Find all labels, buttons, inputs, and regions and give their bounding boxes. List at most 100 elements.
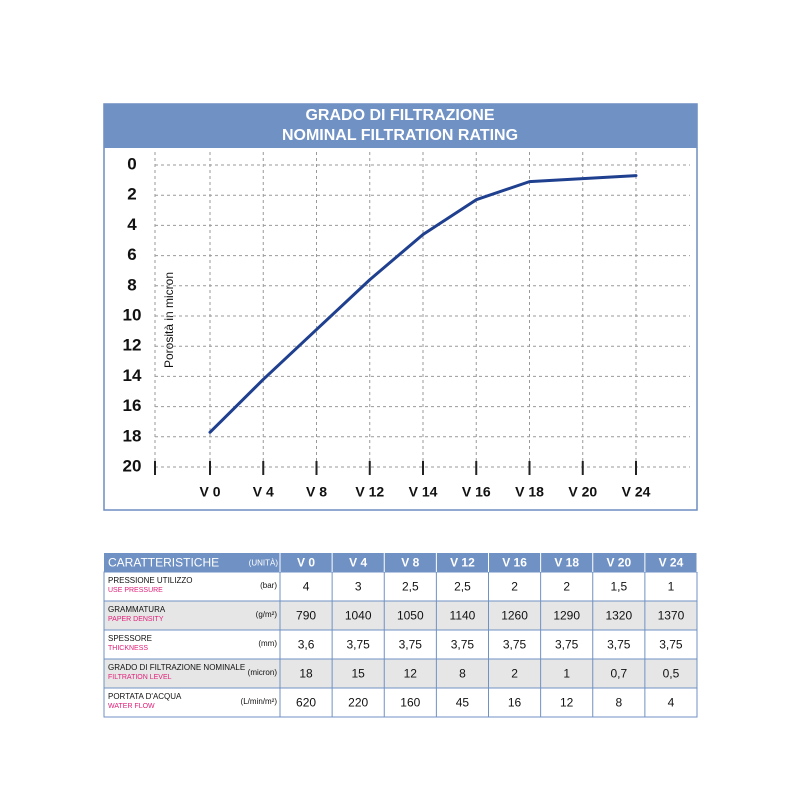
row-name: GRAMMATURA	[108, 605, 166, 614]
row-name: PORTATA D'ACQUA	[108, 692, 182, 701]
cell: 8	[459, 667, 466, 681]
row-unit: (g/m²)	[256, 610, 278, 619]
cell: 8	[615, 696, 622, 710]
cell: 18	[299, 667, 313, 681]
row-name: SPESSORE	[108, 634, 152, 643]
x-tick-label: V 14	[409, 484, 438, 500]
table-row-bg	[103, 571, 698, 602]
y-tick-label: 6	[127, 245, 136, 264]
cell: 2,5	[402, 580, 419, 594]
row-unit: (micron)	[248, 668, 278, 677]
y-tick-label: 10	[123, 305, 142, 324]
cell: 1	[563, 667, 570, 681]
table-row-bg	[103, 600, 698, 631]
chart-frame	[103, 103, 698, 511]
cell: 1140	[450, 609, 476, 623]
cell: 12	[560, 696, 574, 710]
x-tick-label: V 0	[199, 484, 220, 500]
cell: 2,5	[454, 580, 471, 594]
row-name: GRADO DI FILTRAZIONE NOMINALE	[108, 663, 245, 672]
cell: 3,75	[555, 638, 579, 652]
cell: 160	[400, 696, 420, 710]
cell: 2	[511, 667, 518, 681]
y-tick-label: 12	[123, 336, 142, 355]
cell: 1,5	[610, 580, 627, 594]
cell: 790	[296, 609, 316, 623]
row-unit: (bar)	[260, 581, 277, 590]
header-cell: V 18	[554, 556, 579, 570]
cell: 0,5	[663, 667, 680, 681]
cell: 2	[563, 580, 570, 594]
cell: 4	[303, 580, 310, 594]
header-cell: V 12	[450, 556, 475, 570]
cell: 3,75	[399, 638, 423, 652]
cell: 3,75	[503, 638, 527, 652]
cell: 15	[352, 667, 366, 681]
header-cell: V 20	[606, 556, 631, 570]
x-tick-label: V 20	[568, 484, 597, 500]
cell: 1050	[397, 609, 424, 623]
chart-subtitle: NOMINAL FILTRATION RATING	[282, 127, 518, 144]
cell: 1290	[553, 609, 580, 623]
cell: 1370	[658, 609, 685, 623]
x-tick-label: V 8	[306, 484, 327, 500]
chart-title: GRADO DI FILTRAZIONE	[305, 107, 494, 124]
cell: 3,75	[607, 638, 631, 652]
table-row-bg	[103, 658, 698, 689]
header-cell: V 24	[659, 556, 684, 570]
table-header-bg	[104, 553, 697, 572]
y-tick-label: 14	[123, 366, 142, 385]
row-name-en: USE PRESSURE	[108, 587, 163, 594]
table: CARATTERISTICHE (UNITÀ) V 0 V 4 V 8 V 12 V 16 V…	[103, 553, 698, 718]
x-tick-label: V 4	[253, 484, 274, 500]
cell: 16	[508, 696, 522, 710]
title-band	[104, 104, 697, 148]
cell: 3,75	[451, 638, 475, 652]
table-row-bg	[103, 687, 698, 718]
cell: 12	[404, 667, 418, 681]
header-cell: V 8	[401, 556, 419, 570]
x-tick-label: V 16	[462, 484, 491, 500]
header-cell: V 16	[502, 556, 527, 570]
header-cell: V 4	[349, 556, 367, 570]
cell: 3,75	[659, 638, 683, 652]
row-unit: (mm)	[258, 639, 277, 648]
cell: 1040	[345, 609, 372, 623]
y-tick-label: 16	[123, 396, 142, 415]
cell: 3,75	[347, 638, 371, 652]
y-tick-label: 4	[127, 215, 137, 234]
row-unit: (L/min/m²)	[241, 697, 278, 706]
row-name-en: THICKNESS	[108, 645, 148, 652]
row-name-en: WATER FLOW	[108, 703, 155, 710]
cell: 1320	[605, 609, 632, 623]
cell: 4	[668, 696, 675, 710]
cell: 45	[456, 696, 470, 710]
cell: 2	[511, 580, 518, 594]
row-name-en: FILTRATION LEVEL	[108, 674, 172, 681]
y-tick-label: 20	[123, 456, 142, 475]
plot: 0 2 4 6 8 10 12 14 16 18 20 V 0 V 4 V 8 V 12 V 14 V 16 V …	[123, 152, 690, 500]
header-cell: (UNITÀ)	[249, 559, 279, 568]
x-tick-label: V 18	[515, 484, 544, 500]
cell: 220	[348, 696, 368, 710]
table-row-bg	[103, 629, 698, 660]
cell: 0,7	[610, 667, 627, 681]
row-name: PRESSIONE UTILIZZO	[108, 576, 192, 585]
y-tick-label: 8	[127, 275, 136, 294]
cell: 3	[355, 580, 362, 594]
cell: 1	[668, 580, 675, 594]
y-tick-label: 0	[127, 154, 136, 173]
header-cell: CARATTERISTICHE	[108, 556, 219, 570]
cell: 620	[296, 696, 316, 710]
y-axis-label: Porosità in micron	[162, 272, 176, 368]
cell: 1260	[501, 609, 528, 623]
row-name-en: PAPER DENSITY	[108, 616, 164, 623]
y-tick-label: 2	[127, 185, 136, 204]
y-tick-label: 18	[123, 426, 142, 445]
header-cell: V 0	[297, 556, 315, 570]
x-tick-label: V 12	[355, 484, 384, 500]
line-series	[208, 174, 638, 434]
x-tick-label: V 24	[622, 484, 651, 500]
cell: 3,6	[298, 638, 315, 652]
